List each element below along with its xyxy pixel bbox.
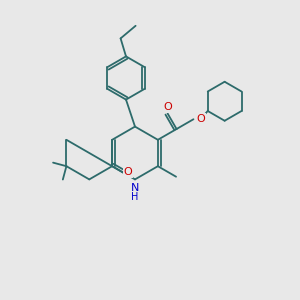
Text: O: O — [124, 167, 132, 177]
Text: O: O — [196, 114, 205, 124]
Text: O: O — [163, 102, 172, 112]
Text: N: N — [131, 183, 139, 194]
Text: H: H — [131, 192, 139, 203]
